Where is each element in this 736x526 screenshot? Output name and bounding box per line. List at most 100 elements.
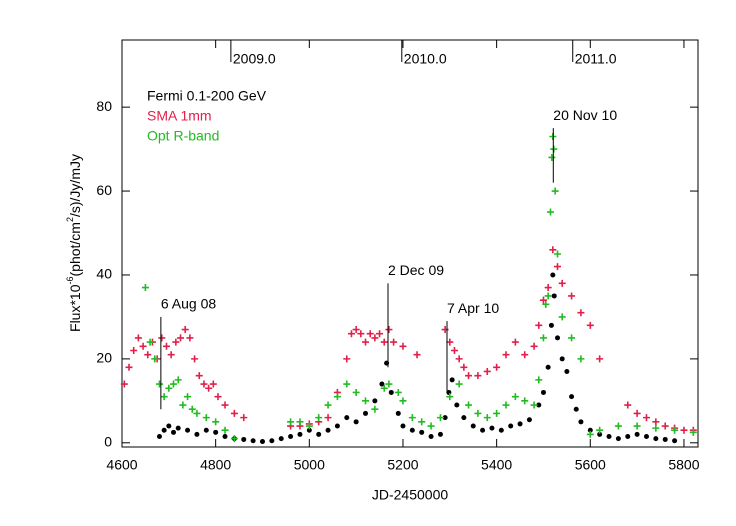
data-point <box>586 430 594 438</box>
data-point <box>125 363 133 371</box>
data-point <box>390 338 398 346</box>
data-point <box>160 393 168 401</box>
data-point <box>181 326 189 334</box>
data-point <box>408 414 416 422</box>
data-point <box>269 438 275 444</box>
data-point <box>200 380 208 388</box>
data-point <box>305 422 313 430</box>
data-point <box>209 380 217 388</box>
data-point <box>536 402 542 408</box>
data-point <box>380 384 388 392</box>
data-point <box>689 428 697 436</box>
x-axis-label: JD-2450000 <box>372 487 448 503</box>
data-point <box>474 372 482 380</box>
data-point <box>306 427 312 433</box>
data-point <box>544 292 552 300</box>
data-point <box>399 342 407 350</box>
data-point <box>139 342 147 350</box>
data-point <box>548 153 556 161</box>
data-point <box>517 421 523 427</box>
data-point <box>511 338 519 346</box>
data-point <box>521 397 529 405</box>
data-point <box>661 422 669 430</box>
y-label-part: /s)/Jy/mJy <box>67 154 83 217</box>
data-point <box>550 272 556 278</box>
data-point <box>212 418 220 426</box>
data-point <box>587 427 593 433</box>
data-point <box>203 427 209 433</box>
data-point <box>511 393 519 401</box>
y-tick-label: 20 <box>96 350 112 366</box>
data-point <box>625 434 631 440</box>
data-point <box>551 187 559 195</box>
data-point <box>508 423 514 429</box>
data-point <box>633 422 641 430</box>
data-point <box>399 397 407 405</box>
data-point <box>558 279 566 287</box>
data-point <box>287 418 295 426</box>
data-point <box>535 321 543 329</box>
data-point <box>165 384 173 392</box>
data-point <box>558 313 566 321</box>
data-point <box>141 284 149 292</box>
data-point <box>624 401 632 409</box>
data-point <box>353 419 359 425</box>
annotation-label: 2 Dec 09 <box>388 262 444 278</box>
data-point <box>489 425 495 431</box>
data-point <box>573 406 579 412</box>
data-point <box>483 367 491 375</box>
data-point <box>615 436 621 442</box>
data-point <box>680 426 688 434</box>
data-point <box>455 355 463 363</box>
data-point <box>120 380 128 388</box>
data-point <box>493 363 501 371</box>
data-point <box>436 414 444 422</box>
data-point <box>498 427 504 433</box>
data-point <box>222 434 228 440</box>
data-point <box>643 434 649 440</box>
data-point <box>521 351 529 359</box>
legend-entry: Fermi 0.1-200 GeV <box>147 88 267 104</box>
data-point <box>460 363 468 371</box>
data-point <box>539 334 547 342</box>
data-point <box>662 436 668 442</box>
annotation-label: 7 Apr 10 <box>447 300 499 316</box>
y-label-part: (phot/cm <box>67 222 83 276</box>
data-point <box>380 338 388 346</box>
data-point <box>465 401 473 409</box>
legend-entry: Opt R-band <box>147 128 219 144</box>
data-point <box>297 431 303 437</box>
data-point <box>442 415 448 421</box>
data-point <box>419 429 425 435</box>
data-point <box>633 409 641 417</box>
data-point <box>530 342 538 350</box>
data-point <box>540 389 546 395</box>
data-point <box>568 334 576 342</box>
data-point <box>250 438 256 444</box>
data-point <box>409 427 415 433</box>
data-point <box>545 364 551 370</box>
data-point <box>376 330 384 338</box>
data-point <box>151 355 159 363</box>
x-tick-label: 4600 <box>106 457 137 473</box>
data-point <box>184 393 192 401</box>
y-tick-label: 80 <box>96 98 112 114</box>
data-point <box>653 436 659 442</box>
y-label-sup: 2 <box>65 217 75 222</box>
data-point <box>315 414 323 422</box>
annotation-label: 6 Aug 08 <box>161 296 216 312</box>
data-point <box>596 426 604 434</box>
data-point <box>441 326 449 334</box>
y-tick-label: 40 <box>96 266 112 282</box>
data-point <box>162 342 170 350</box>
data-point <box>362 338 370 346</box>
data-point <box>352 326 360 334</box>
data-point <box>130 346 138 354</box>
data-point <box>385 380 393 388</box>
data-point <box>194 431 200 437</box>
data-point <box>230 435 238 443</box>
data-point <box>455 380 463 388</box>
data-point <box>195 372 203 380</box>
data-point <box>564 368 570 374</box>
